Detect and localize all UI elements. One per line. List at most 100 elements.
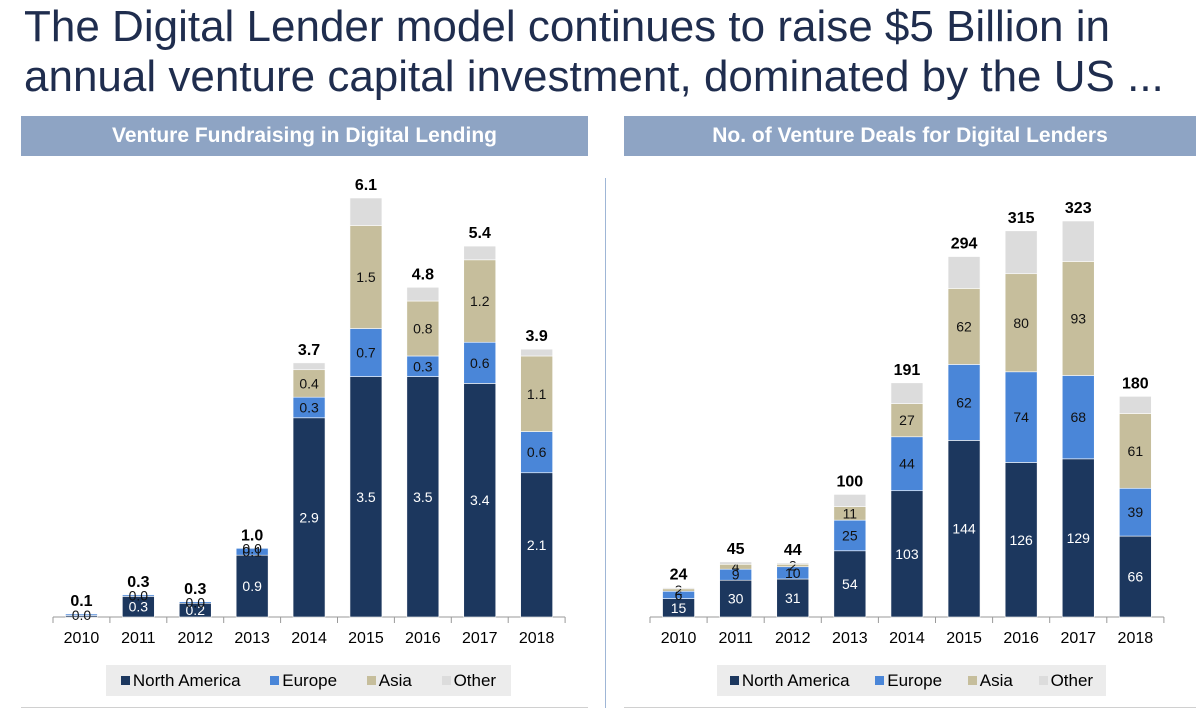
deals-data-label: 80 bbox=[1013, 315, 1029, 331]
deals-x-tick-label: 2014 bbox=[889, 630, 925, 647]
funding-bar-north-america-2014 bbox=[292, 417, 326, 618]
deals-total-label: 180 bbox=[1122, 375, 1149, 392]
funding-total-label: 1.0 bbox=[241, 527, 263, 544]
deals-bar-asia-2014 bbox=[890, 403, 924, 438]
deals-x-tick-label: 2012 bbox=[775, 630, 811, 647]
funding-legend: North America Europe Asia Other bbox=[106, 665, 511, 696]
funding-x-tick-label: 2015 bbox=[348, 630, 384, 647]
deals-bar-north-america-2012 bbox=[776, 578, 810, 618]
deals-legend-swatch bbox=[967, 676, 977, 685]
deals-data-label: 9 bbox=[732, 567, 740, 583]
left-chart-header: Venture Fundraising in Digital Lending bbox=[21, 116, 588, 156]
funding-data-label: 2.1 bbox=[527, 537, 547, 553]
deals-bar-other-2016 bbox=[1004, 230, 1038, 275]
funding-data-label: 0.4 bbox=[299, 375, 319, 391]
deals-data-label: 25 bbox=[842, 527, 858, 543]
funding-total-label: 3.9 bbox=[526, 328, 548, 345]
funding-bar-north-america-2013 bbox=[235, 554, 269, 618]
funding-x-tick-label: 2017 bbox=[462, 630, 498, 647]
funding-data-label: 2.9 bbox=[299, 509, 319, 525]
funding-x-tick-label: 2014 bbox=[291, 630, 327, 647]
deals-bar-north-america-2014 bbox=[890, 490, 924, 618]
funding-bar-other-2016 bbox=[406, 286, 440, 302]
deals-data-label: 11 bbox=[843, 505, 858, 521]
funding-total-label: 5.4 bbox=[469, 225, 491, 242]
deals-total-label: 44 bbox=[784, 542, 802, 559]
deals-bar-asia-2016 bbox=[1004, 273, 1038, 373]
deals-bar-europe-2016 bbox=[1004, 371, 1038, 463]
deals-x-tick-label: 2013 bbox=[832, 630, 868, 647]
deals-data-label: 144 bbox=[952, 521, 976, 537]
funding-bar-europe-2011 bbox=[122, 594, 155, 597]
funding-data-label: 0.6 bbox=[527, 444, 547, 460]
deals-bar-europe-2017 bbox=[1061, 375, 1095, 460]
right-chart-header: No. of Venture Deals for Digital Lenders bbox=[624, 116, 1196, 156]
deals-legend: North America Europe Asia Other bbox=[717, 665, 1106, 696]
deals-bar-other-2018 bbox=[1119, 396, 1152, 414]
deals-total-label: 323 bbox=[1065, 200, 1092, 217]
deals-data-label: 6 bbox=[675, 587, 683, 603]
funding-legend-item-asia: Asia bbox=[366, 670, 412, 691]
funding-data-label: 0.8 bbox=[413, 321, 433, 337]
funding-data-label: 0.9 bbox=[242, 578, 262, 594]
deals-data-label: 74 bbox=[1013, 409, 1029, 425]
deals-bar-north-america-2016 bbox=[1004, 462, 1038, 618]
funding-data-label: 1.2 bbox=[470, 293, 490, 309]
deals-total-label: 24 bbox=[670, 567, 688, 584]
funding-bar-other-2018 bbox=[520, 348, 553, 357]
deals-x-tick-label: 2011 bbox=[718, 630, 753, 647]
funding-data-label: 0.3 bbox=[299, 400, 319, 416]
funding-data-label: 0.1 bbox=[242, 544, 262, 560]
deals-bar-europe-2015 bbox=[947, 364, 981, 441]
funding-data-label: 3.4 bbox=[470, 492, 490, 508]
funding-bar-other-2017 bbox=[463, 245, 497, 261]
deals-data-label: 2 bbox=[675, 582, 683, 598]
funding-legend-label: North America bbox=[132, 670, 241, 690]
deals-bar-other-2015 bbox=[947, 256, 981, 289]
funding-bar-europe-2010 bbox=[65, 613, 98, 616]
deals-x-tick-label: 2015 bbox=[946, 630, 982, 647]
deals-bar-other-2017 bbox=[1061, 220, 1095, 262]
deals-x-tick-label: 2010 bbox=[661, 630, 697, 647]
funding-bar-other-2014 bbox=[292, 362, 326, 371]
deals-bar-north-america-2011 bbox=[719, 579, 752, 618]
funding-bar-europe-2013 bbox=[235, 548, 269, 556]
funding-bar-asia-2018 bbox=[520, 355, 553, 432]
deals-data-label: 31 bbox=[785, 590, 801, 606]
funding-legend-item-other: Other bbox=[441, 671, 496, 691]
deals-bar-north-america-2018 bbox=[1119, 535, 1152, 618]
funding-legend-label: Europe bbox=[282, 670, 338, 690]
funding-bar-europe-2015 bbox=[349, 328, 383, 377]
deals-bar-asia-2017 bbox=[1061, 261, 1095, 376]
funding-total-label: 0.3 bbox=[184, 581, 206, 598]
funding-bar-europe-2017 bbox=[463, 341, 497, 384]
funding-legend-label: Asia bbox=[378, 670, 412, 690]
deals-total-label: 294 bbox=[951, 236, 978, 253]
deals-data-label: 62 bbox=[956, 394, 972, 410]
funding-x-tick-label: 2018 bbox=[519, 630, 555, 647]
deals-data-label: 66 bbox=[1128, 569, 1144, 585]
funding-data-label: 0.7 bbox=[356, 345, 376, 361]
deals-legend-item-north-america: North America bbox=[729, 670, 850, 691]
deals-data-label: 68 bbox=[1070, 409, 1086, 425]
deals-data-label: 27 bbox=[899, 412, 915, 428]
funding-bar-asia-2017 bbox=[463, 259, 497, 343]
funding-data-label: 1.5 bbox=[356, 269, 376, 285]
funding-total-label: 4.8 bbox=[412, 266, 434, 283]
deals-legend-label: Asia bbox=[979, 670, 1013, 690]
deals-data-label: 62 bbox=[956, 318, 972, 334]
funding-data-label: 1.1 bbox=[527, 386, 547, 402]
funding-bar-europe-2018 bbox=[520, 431, 553, 474]
funding-x-tick-label: 2012 bbox=[177, 630, 213, 647]
deals-bar-other-2013 bbox=[833, 494, 867, 507]
funding-data-label: 3.5 bbox=[413, 489, 433, 505]
right-bottom-rule bbox=[624, 707, 1196, 708]
funding-bar-north-america-2018 bbox=[520, 472, 553, 618]
deals-legend-swatch bbox=[729, 676, 739, 685]
deals-legend-label: Other bbox=[1050, 670, 1094, 690]
funding-data-label: 0.6 bbox=[470, 355, 490, 371]
deals-bar-other-2014 bbox=[890, 382, 924, 404]
deals-legend-label: North America bbox=[741, 670, 850, 690]
deals-data-label: 2 bbox=[789, 558, 797, 574]
